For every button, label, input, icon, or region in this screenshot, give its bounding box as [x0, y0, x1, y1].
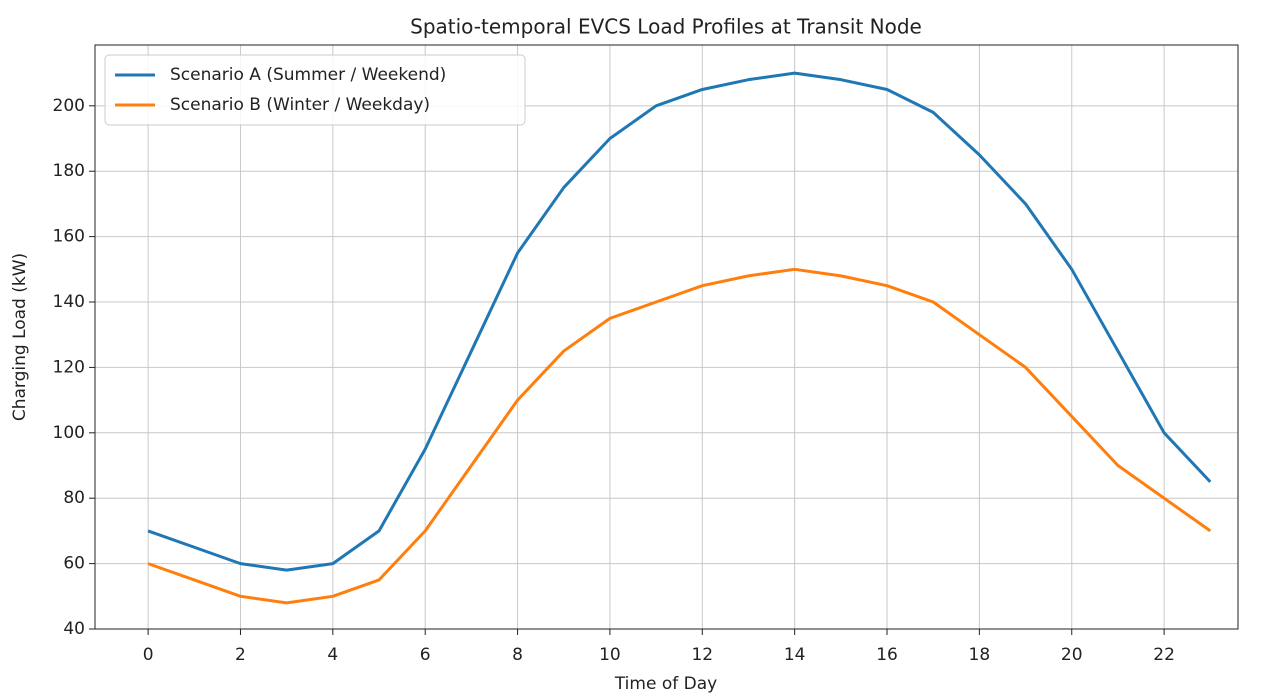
chart-title: Spatio-temporal EVCS Load Profiles at Tr…: [410, 15, 922, 39]
y-tick-label: 120: [53, 357, 85, 377]
y-tick-label: 40: [63, 619, 85, 639]
x-axis-label: Time of Day: [614, 674, 717, 694]
y-tick-label: 140: [53, 292, 85, 312]
x-tick-label: 4: [327, 645, 338, 665]
line-series: [147, 267, 1212, 605]
y-tick-label: 200: [53, 96, 85, 116]
legend-label: Scenario B (Winter / Weekday): [170, 95, 430, 115]
legend-box: [104, 54, 526, 126]
x-tick-label: 20: [1061, 645, 1083, 665]
line-series: [147, 71, 1212, 572]
y-tick-label: 160: [53, 227, 85, 247]
plot-frame: [94, 44, 1239, 630]
x-tick-label: 12: [691, 645, 713, 665]
x-tick-label: 16: [876, 645, 898, 665]
y-tick-label: 80: [63, 488, 85, 508]
x-tick-label: 14: [784, 645, 806, 665]
x-tick-label: 22: [1153, 645, 1175, 665]
y-tick-label: 60: [63, 554, 85, 574]
legend: Scenario A (Summer / Weekend) Scenario B …: [104, 54, 526, 126]
x-tick-label: 10: [599, 645, 621, 665]
x-tick-label: 8: [512, 645, 523, 665]
y-tick-label: 180: [53, 161, 85, 181]
y-axis-label: Charging Load (kW): [10, 253, 30, 421]
y-tick-label: 100: [53, 423, 85, 443]
x-tick-label: 18: [969, 645, 991, 665]
x-tick-label: 2: [235, 645, 246, 665]
legend-label: Scenario A (Summer / Weekend): [170, 65, 446, 85]
x-tick-label: 0: [143, 645, 154, 665]
x-tick-label: 6: [420, 645, 431, 665]
